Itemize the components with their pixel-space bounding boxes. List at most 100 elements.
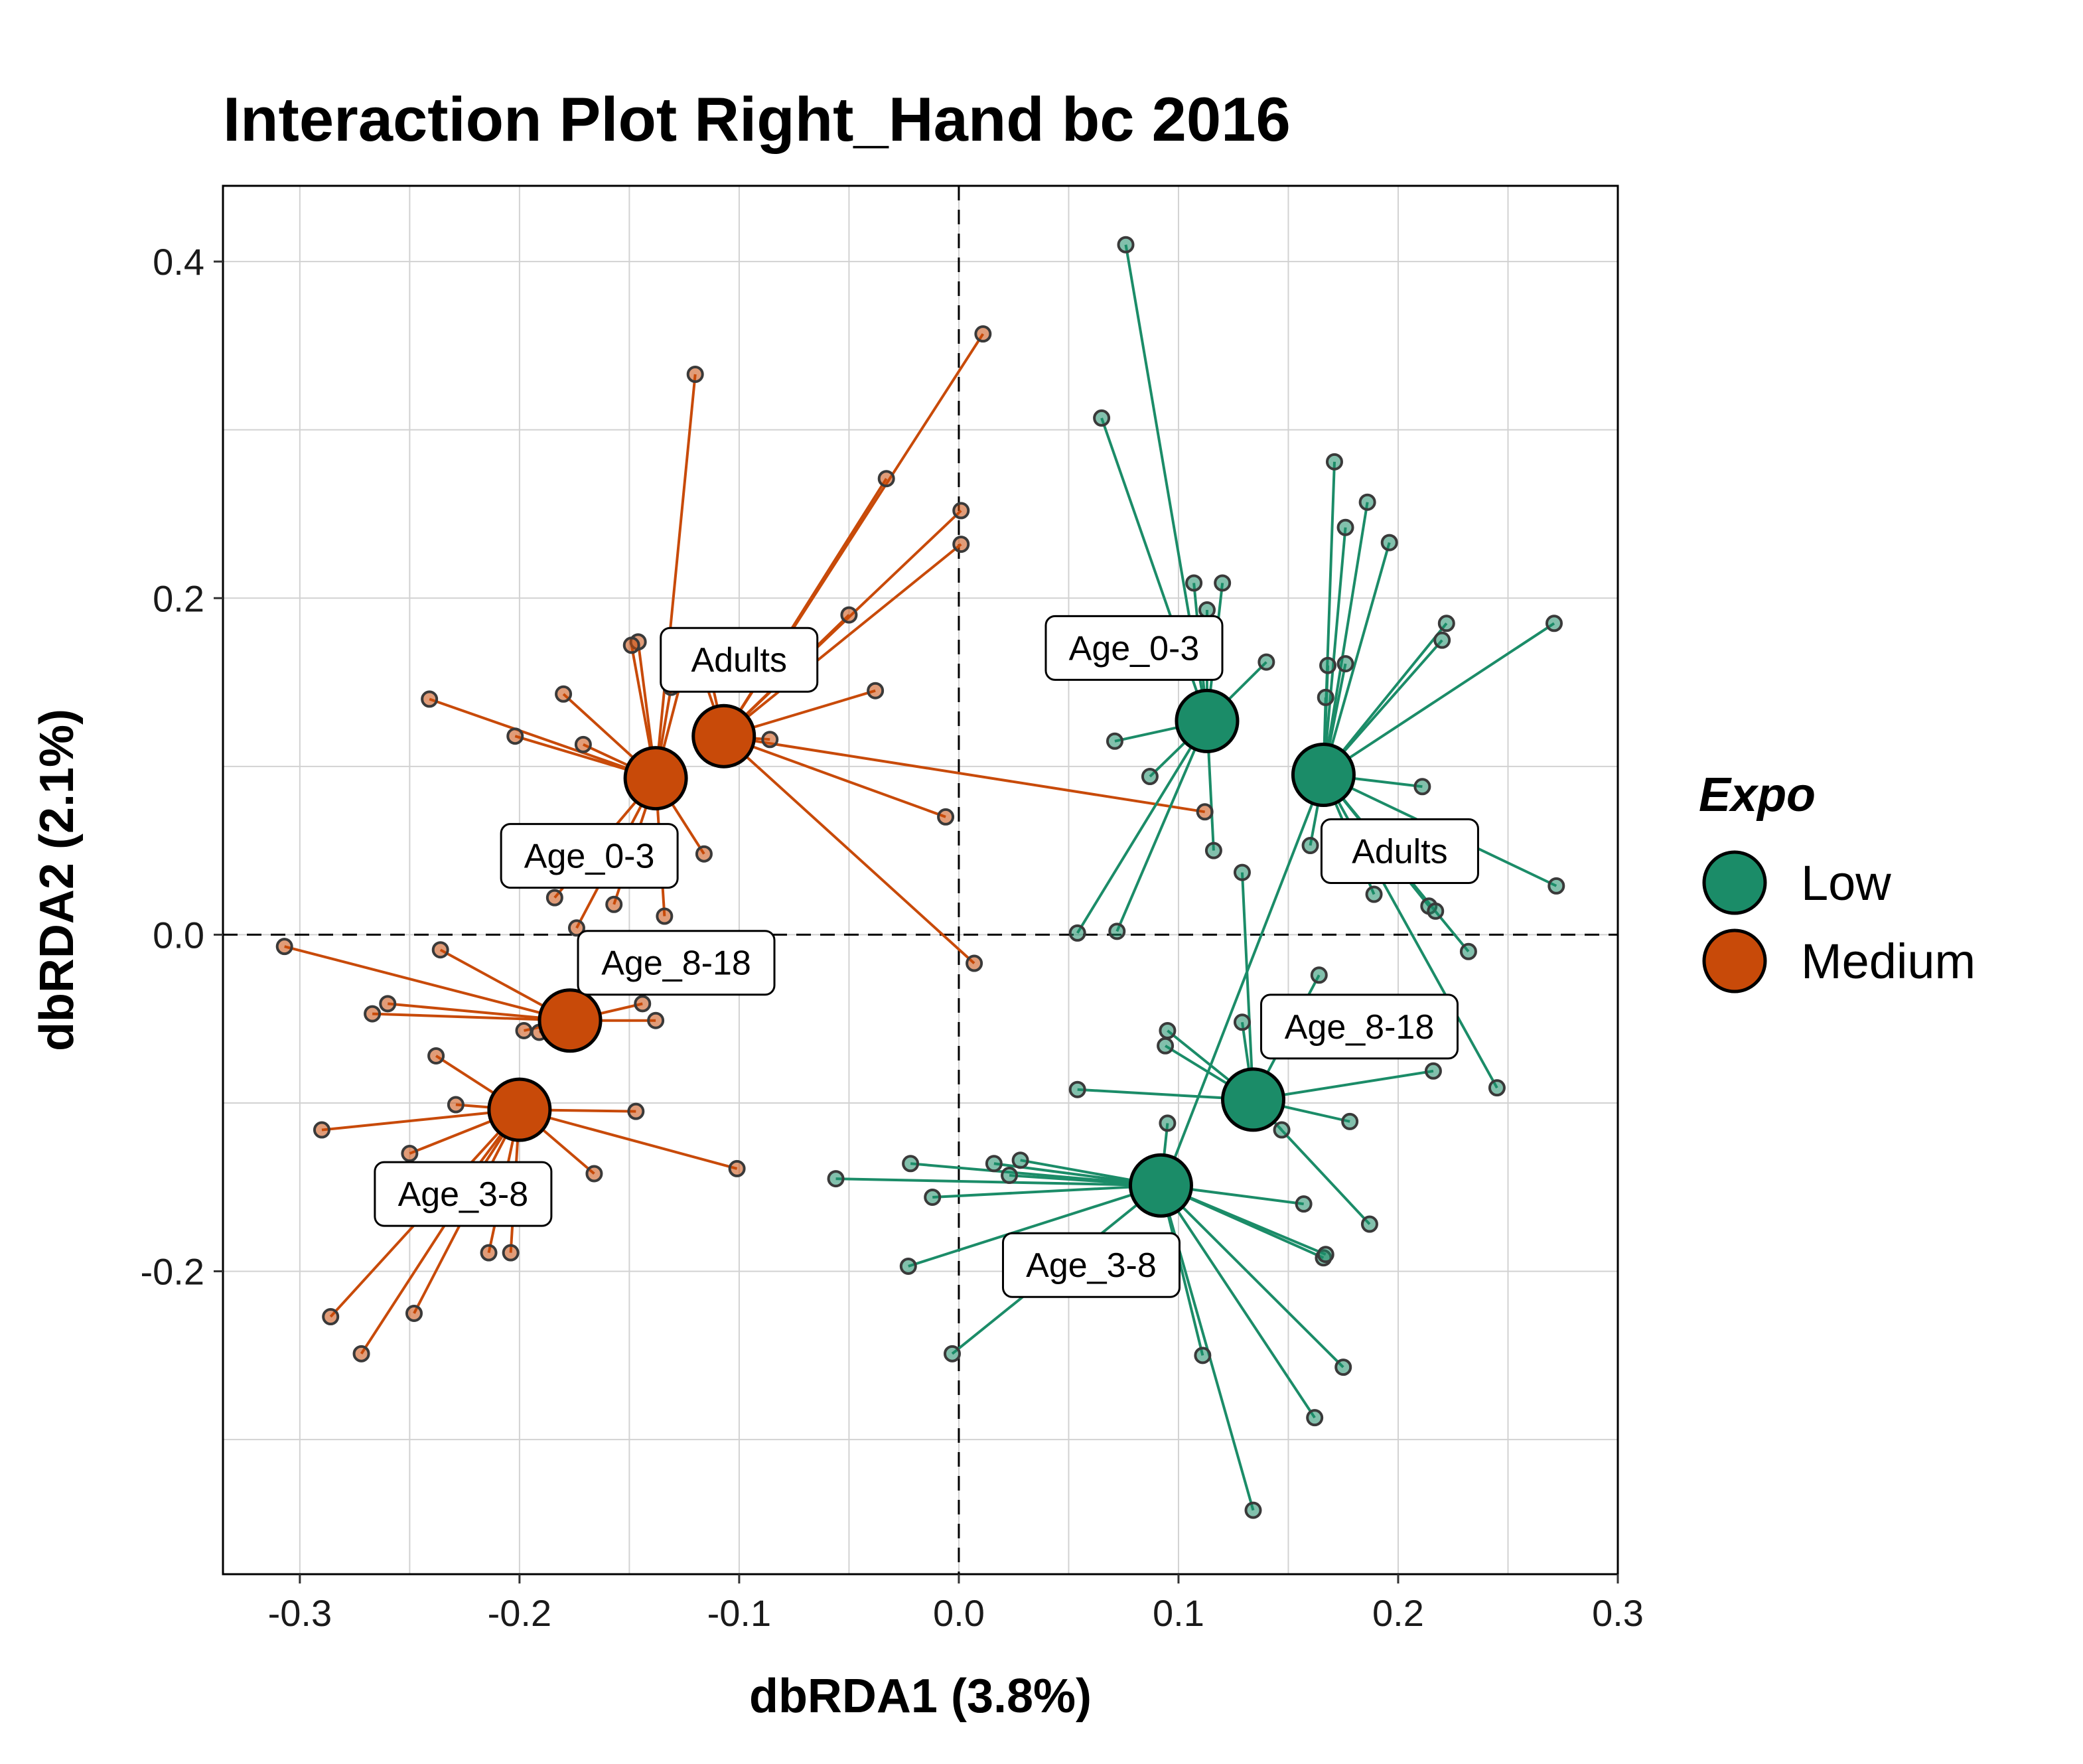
sample-point-low — [1317, 1246, 1334, 1264]
legend-swatch — [1702, 928, 1767, 993]
sample-point-low — [1306, 1409, 1324, 1427]
sample-point-medium — [647, 1011, 665, 1029]
sample-point-low — [1011, 1151, 1029, 1169]
spider-line-medium — [321, 1108, 520, 1132]
sample-point-medium — [567, 919, 585, 937]
spider-line-medium — [519, 1108, 738, 1170]
sample-point-low — [1341, 1112, 1359, 1130]
y-tick-label: 0.0 — [153, 914, 204, 956]
sample-point-medium — [275, 938, 293, 956]
spider-line-low — [1240, 872, 1255, 1100]
y-tick-label: -0.2 — [141, 1251, 205, 1293]
x-tick-label: 0.2 — [1372, 1592, 1424, 1634]
centroid-medium-age-0-3 — [623, 746, 688, 811]
group-centroids — [487, 688, 1356, 1218]
sample-point-medium — [421, 690, 439, 708]
sample-point-medium — [502, 1244, 520, 1262]
sample-point-medium — [574, 735, 592, 753]
legend-item-medium: Medium — [1702, 928, 1975, 993]
label-box-background — [374, 1161, 553, 1227]
spider-line-medium — [654, 374, 697, 778]
spider-line-medium — [723, 478, 888, 737]
sample-point-medium — [506, 727, 524, 745]
sample-point-medium — [401, 1145, 419, 1163]
sample-point-low — [1459, 942, 1477, 960]
sample-point-medium — [585, 1165, 603, 1183]
legend-swatch — [1702, 850, 1767, 915]
sample-point-medium — [1196, 803, 1214, 821]
centroid-label-text: Adults — [691, 641, 787, 680]
sample-point-low — [1358, 493, 1376, 511]
spider-line-low — [1160, 1184, 1344, 1368]
sample-point-medium — [605, 895, 623, 913]
sample-point-medium — [952, 536, 970, 553]
sample-point-medium — [695, 845, 713, 863]
centroid-medium-adults — [691, 703, 756, 769]
spider-line-low — [1322, 527, 1347, 775]
sample-point-low — [1233, 1013, 1251, 1031]
centroid-low-age-0-3 — [1175, 688, 1240, 753]
centroid-label-text: Age_8-18 — [601, 944, 751, 983]
centroid-label-text: Age_0-3 — [1069, 629, 1200, 668]
centroid-low-adults — [1291, 743, 1356, 808]
sample-point-medium — [379, 995, 397, 1013]
sample-point-low — [1413, 778, 1431, 796]
label-box-background — [1260, 993, 1459, 1060]
centroid-labels: Adults Age_0-3 Age_8-18 Age_3-8 Age_0-3 Adult… — [374, 615, 1479, 1298]
sample-point-low — [1380, 534, 1398, 551]
sample-point-low — [1365, 885, 1383, 903]
sample-point-medium — [427, 1047, 445, 1065]
centroid-label-text: Adults — [1352, 833, 1448, 871]
spider-line-medium — [372, 1012, 571, 1022]
sample-point-low — [1360, 1215, 1378, 1233]
centroid-medium-age-8-18 — [538, 988, 603, 1053]
sample-point-low — [1545, 615, 1563, 632]
x-axis: -0.3 -0.2 -0.1 0.0 0.1 0.2 0.3 — [223, 1573, 1644, 1634]
sample-point-low — [1301, 837, 1319, 855]
spider-line-low — [932, 1184, 1161, 1199]
sample-point-low — [1214, 574, 1232, 592]
centroid-label-text: Age_0-3 — [524, 838, 655, 876]
sample-point-low — [1336, 518, 1354, 536]
centroid-label-text: Age_3-8 — [1026, 1246, 1157, 1285]
sample-point-low — [1106, 732, 1123, 750]
x-tick-label: 0.0 — [933, 1592, 985, 1634]
label-box-background — [577, 930, 776, 996]
sample-point-medium — [877, 470, 895, 488]
sample-point-low — [1319, 656, 1337, 674]
spider-line-medium — [723, 735, 975, 965]
sample-point-medium — [405, 1304, 423, 1322]
label-box-medium-age-0-3: Age_0-3 — [500, 823, 679, 889]
label-box-medium-adults: Adults — [660, 626, 819, 693]
chart-title: Interaction Plot Right_Hand bc 2016 — [223, 84, 1291, 154]
label-box-medium-age-3-8: Age_3-8 — [374, 1161, 553, 1227]
sample-point-low — [1437, 615, 1455, 632]
sample-point-low — [985, 1155, 1003, 1173]
sample-point-low — [1336, 655, 1354, 673]
sample-point-medium — [686, 366, 704, 384]
sample-point-medium — [431, 941, 449, 959]
sample-point-medium — [555, 685, 573, 703]
spider-line-low — [1323, 622, 1555, 776]
sample-point-medium — [322, 1308, 340, 1326]
legend-label: Low — [1801, 855, 1891, 911]
sample-point-low — [1233, 863, 1251, 881]
x-axis-title: dbRDA1 (3.8%) — [749, 1670, 1092, 1723]
label-box-background — [660, 626, 819, 693]
spider-line-low — [1159, 1185, 1316, 1419]
sample-point-medium — [364, 1005, 382, 1023]
legend-title: Expo — [1699, 769, 1816, 822]
sample-point-low — [1317, 688, 1334, 706]
sample-point-low — [1334, 1359, 1352, 1376]
plot-panel: Adults Age_0-3 Age_8-18 Age_3-8 Age_0-3 Adult… — [222, 184, 1619, 1576]
spider-line-low — [908, 1184, 1162, 1268]
sample-point-medium — [840, 606, 858, 624]
label-box-background — [1044, 615, 1224, 681]
spider-line-medium — [723, 735, 1205, 814]
x-tick-label: -0.3 — [268, 1592, 332, 1634]
label-box-low-age-3-8: Age_3-8 — [1001, 1232, 1181, 1298]
label-box-background — [1001, 1232, 1181, 1298]
sample-point-low — [1117, 236, 1135, 254]
sample-point-medium — [966, 954, 983, 972]
